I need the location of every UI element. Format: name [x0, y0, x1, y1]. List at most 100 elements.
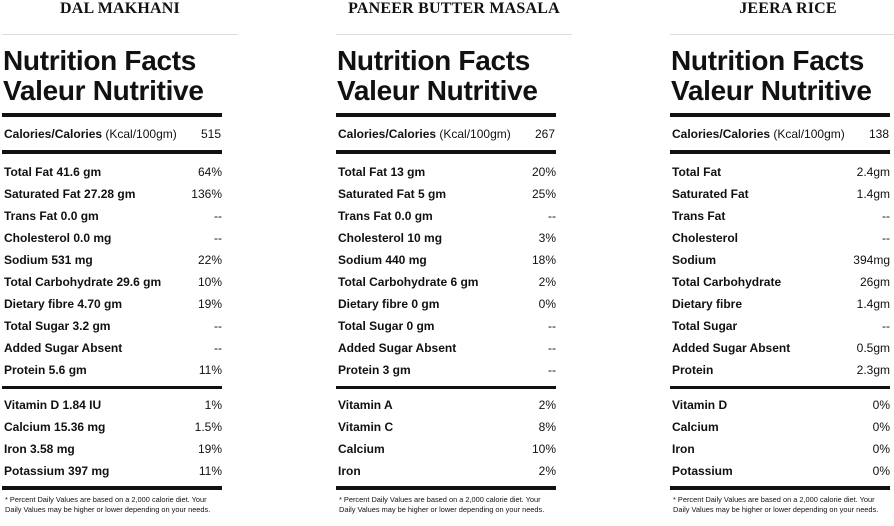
calories-label-text: Calories/Calories	[338, 127, 437, 141]
vitamin-label: Vitamin C	[338, 420, 394, 434]
valeur-nutritive-heading: Valeur Nutritive	[3, 75, 204, 106]
vitamin-row: Iron 0%	[672, 439, 890, 459]
nutrition-panel-jeera-rice: JEERA RICE Nutrition Facts Valeur Nutrit…	[670, 0, 894, 526]
vitamin-row: Vitamin D 0%	[672, 395, 890, 415]
nutrient-label: Added Sugar Absent	[4, 341, 123, 355]
nutrient-label: Added Sugar Absent	[338, 341, 457, 355]
nutrient-value: --	[548, 209, 556, 223]
vitamin-label: Vitamin A	[338, 398, 393, 412]
nutrient-value: 0.5gm	[856, 341, 890, 355]
nutrient-value: --	[882, 319, 890, 333]
nutrient-row: Trans Fat --	[672, 206, 890, 226]
heavy-rule	[670, 113, 890, 117]
nutrient-label: Total Sugar 3.2 gm	[4, 319, 111, 333]
nutrient-value: 26gm	[859, 275, 890, 289]
calories-value: 515	[200, 127, 221, 141]
nutrient-value: --	[882, 209, 890, 223]
nutrition-panel-dal-makhani: DAL MAKHANI Nutrition Facts Valeur Nutri…	[2, 0, 238, 526]
dish-title: DAL MAKHANI	[60, 0, 180, 17]
dish-title: JEERA RICE	[739, 0, 837, 17]
nutrient-value: 22%	[197, 253, 222, 267]
nutrient-row: Saturated Fat 27.28 gm 136%	[4, 184, 222, 204]
nutrient-value: --	[548, 319, 556, 333]
nutrient-label: Saturated Fat 27.28 gm	[4, 187, 136, 201]
divider	[670, 34, 894, 35]
calories-unit: (Kcal/100gm)	[770, 127, 845, 141]
nutrient-row: Protein 5.6 gm 11%	[4, 360, 222, 380]
heavy-rule	[2, 386, 222, 389]
nutrient-value: 20%	[531, 165, 556, 179]
nutrient-value: --	[548, 363, 556, 377]
nutrient-row: Saturated Fat 5 gm 25%	[338, 184, 556, 204]
nutrient-value: --	[214, 341, 222, 355]
nutrient-row: Total Carbohydrate 6 gm 2%	[338, 272, 556, 292]
vitamin-label: Potassium 397 mg	[4, 464, 110, 478]
vitamin-row: Vitamin C 8%	[338, 417, 556, 437]
nutrient-label: Protein	[672, 363, 714, 377]
nutrient-label: Total Carbohydrate 6 gm	[338, 275, 479, 289]
nutrition-facts-heading: Nutrition Facts	[671, 45, 865, 76]
heavy-rule	[336, 486, 556, 490]
nutrient-row: Protein 2.3gm	[672, 360, 890, 380]
vitamin-row: Potassium 397 mg 11%	[4, 461, 222, 481]
nutrient-label: Protein 5.6 gm	[4, 363, 87, 377]
vitamin-value: 11%	[198, 464, 222, 478]
nutrient-row: Total Fat 13 gm 20%	[338, 162, 556, 182]
footnote: * Percent Daily Values are based on a 2,…	[5, 495, 211, 514]
vitamin-label: Vitamin D	[672, 398, 728, 412]
nutrient-row: Total Sugar --	[672, 316, 890, 336]
nutrient-value: 2.3gm	[856, 363, 890, 377]
calories-unit: (Kcal/100gm)	[102, 127, 177, 141]
nutrient-value: 64%	[197, 165, 222, 179]
calories-label-text: Calories/Calories	[672, 127, 771, 141]
nutrient-label: Total Carbohydrate	[672, 275, 782, 289]
nutrient-value: 3%	[538, 231, 556, 245]
nutrient-row: Sodium 531 mg 22%	[4, 250, 222, 270]
divider	[2, 34, 238, 35]
nutrient-row: Total Fat 2.4gm	[672, 162, 890, 182]
vitamin-label: Iron	[672, 442, 695, 456]
vitamin-label: Potassium	[672, 464, 733, 478]
nutrient-value: 10%	[197, 275, 222, 289]
footnote: * Percent Daily Values are based on a 2,…	[673, 495, 879, 514]
nutrient-value: --	[214, 209, 222, 223]
vitamin-row: Iron 2%	[338, 461, 556, 481]
vitamin-value: 1%	[204, 398, 222, 412]
nutrient-value: 0%	[538, 297, 556, 311]
nutrient-label: Total Sugar	[672, 319, 738, 333]
divider	[336, 34, 572, 35]
nutrient-row: Dietary fibre 0 gm 0%	[338, 294, 556, 314]
nutrient-value: 1.4gm	[856, 297, 890, 311]
calories-unit: (Kcal/100gm)	[436, 127, 511, 141]
vitamin-value: 0%	[872, 398, 890, 412]
nutrient-value: 394mg	[853, 253, 890, 267]
nutrition-facts-heading: Nutrition Facts	[337, 45, 531, 76]
nutrient-label: Total Fat 41.6 gm	[4, 165, 102, 179]
nutrient-row: Added Sugar Absent --	[338, 338, 556, 358]
heavy-rule	[2, 113, 222, 117]
nutrient-row: Total Carbohydrate 29.6 gm 10%	[4, 272, 222, 292]
vitamin-value: 2%	[538, 398, 556, 412]
nutrient-label: Sodium 440 mg	[338, 253, 427, 267]
nutrient-row: Protein 3 gm --	[338, 360, 556, 380]
vitamin-label: Iron	[338, 464, 361, 478]
heavy-rule	[336, 113, 556, 117]
nutrient-row: Cholesterol --	[672, 228, 890, 248]
nutrition-facts-heading: Nutrition Facts	[3, 45, 197, 76]
nutrient-row: Total Fat 41.6 gm 64%	[4, 162, 222, 182]
heavy-rule	[336, 150, 556, 154]
nutrient-label: Total Sugar 0 gm	[338, 319, 435, 333]
dish-title: PANEER BUTTER MASALA	[348, 0, 560, 17]
nutrient-label: Saturated Fat	[672, 187, 749, 201]
vitamin-value: 19%	[197, 442, 222, 456]
vitamin-label: Iron 3.58 mg	[4, 442, 75, 456]
heavy-rule	[670, 386, 890, 389]
vitamin-value: 10%	[531, 442, 556, 456]
nutrient-row: Saturated Fat 1.4gm	[672, 184, 890, 204]
nutrient-label: Saturated Fat 5 gm	[338, 187, 447, 201]
nutrient-row: Sodium 440 mg 18%	[338, 250, 556, 270]
calories-value: 267	[534, 127, 555, 141]
vitamin-value: 2%	[538, 464, 556, 478]
nutrient-row: Total Carbohydrate 26gm	[672, 272, 890, 292]
nutrient-label: Added Sugar Absent	[672, 341, 791, 355]
